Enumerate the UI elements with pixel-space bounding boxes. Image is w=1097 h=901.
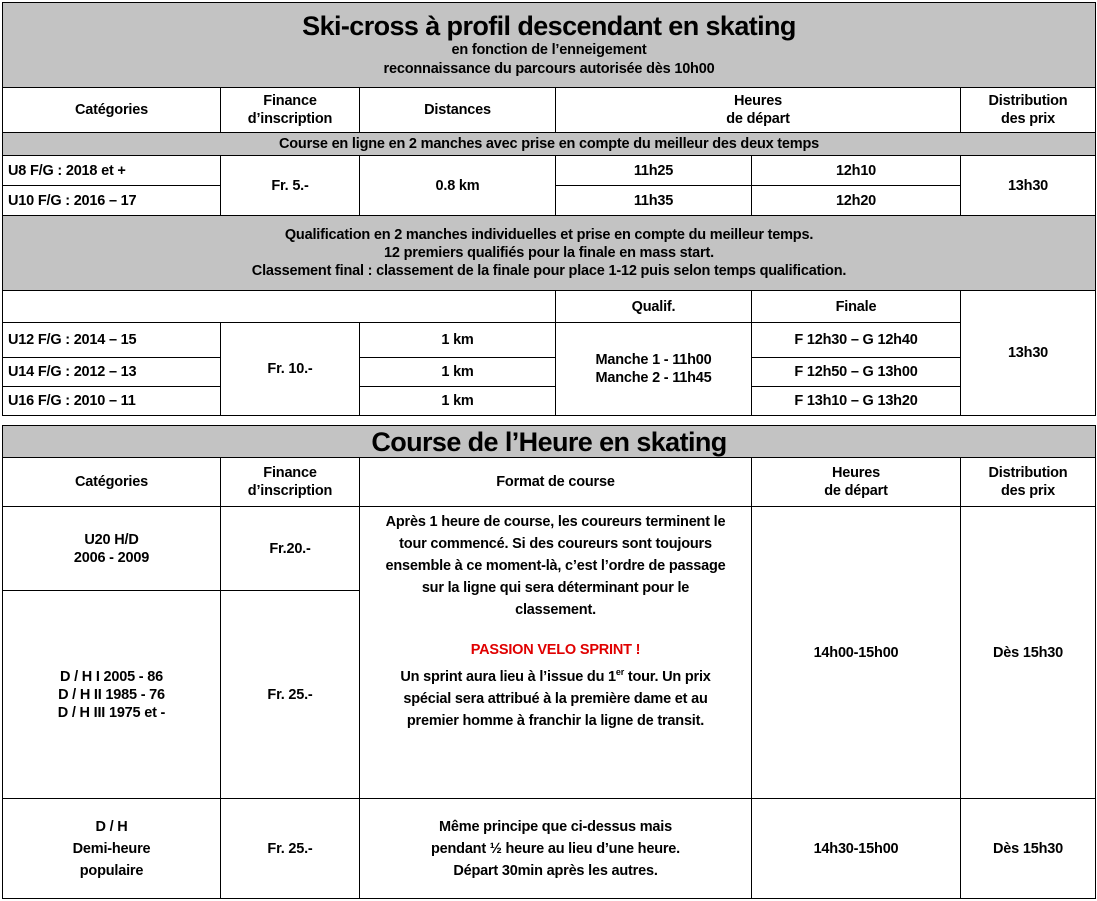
skicross-subtitle-2: reconnaissance du parcours autorisée dès…	[383, 61, 715, 77]
category-name: U16 F/G :	[8, 393, 70, 409]
prize-time: Dès 15h30	[960, 506, 1096, 799]
category-years: 2012 – 13	[69, 364, 137, 380]
fee-u20: Fr.20.-	[220, 506, 360, 591]
skicross-table: Ski-cross à profil descendant en skating…	[2, 2, 1096, 416]
distance: 1 km	[359, 322, 556, 358]
header-distribution: Distribution des prix	[960, 457, 1096, 507]
category-name: U8 F/G :	[8, 162, 62, 179]
category-years: 2014 – 15	[69, 332, 137, 348]
start-time: 14h00-15h00	[751, 506, 961, 799]
format-paragraph: Après 1 heure de course, les coureurs te…	[385, 514, 726, 618]
finale-time: F 13h10 – G 13h20	[751, 386, 961, 416]
header-finance-line2: d’inscription	[247, 111, 333, 127]
distance-group1: 0.8 km	[359, 155, 556, 216]
start-time-1: 11h25	[555, 155, 752, 186]
section-2-description: Qualification en 2 manches individuelles…	[2, 215, 1096, 291]
category-name: D / H I	[60, 668, 100, 685]
header-finance-line1: Finance	[263, 465, 317, 481]
prize-time-group1: 13h30	[960, 155, 1096, 216]
category-name: U10 F/G :	[8, 192, 70, 209]
category-years: 2005 - 86	[99, 668, 164, 685]
header-distribution-line1: Distribution	[988, 465, 1068, 481]
category-u20: U20 H/D 2006 - 2009	[2, 506, 221, 591]
header-finance: Finance d’inscription	[220, 457, 360, 507]
prize-time-group2: 13h30	[960, 290, 1096, 416]
sprint-text-a: Un sprint aura lieu à l’issue du 1	[400, 668, 616, 685]
heure-title: Course de l’Heure en skating	[2, 425, 1096, 458]
header-finance-line1: Finance	[263, 93, 317, 109]
manche-1: Manche 1 - 11h00	[595, 352, 712, 368]
category-years: 2018 et +	[62, 162, 126, 179]
category-name: U20 H/D	[84, 531, 139, 548]
finale-header: Finale	[751, 290, 961, 323]
finale-time: F 12h30 – G 12h40	[751, 322, 961, 358]
skicross-title-cell: Ski-cross à profil descendant en skating…	[2, 2, 1096, 88]
category-years: 2010 – 11	[69, 393, 136, 409]
skicross-subtitle-1: en fonction de l’enneigement	[451, 42, 647, 58]
category-name-3: populaire	[79, 862, 144, 879]
category-u8: U8 F/G : 2018 et +	[2, 155, 221, 186]
section-1-description: Course en ligne en 2 manches avec prise …	[2, 132, 1096, 156]
header-heures-line1: Heures	[734, 93, 782, 109]
fee-group2: Fr. 10.-	[220, 322, 360, 416]
section-2-line2: 12 premiers qualifiés pour la finale en …	[384, 245, 714, 261]
category-demi-heure: D / H Demi-heure populaire	[2, 798, 221, 899]
category-dh: D / H I 2005 - 86 D / H II 1985 - 76 D /…	[2, 590, 221, 799]
category-name: D / H	[95, 818, 128, 835]
category-years: 1975 et -	[105, 704, 166, 721]
distance: 1 km	[359, 386, 556, 416]
header-categories: Catégories	[2, 457, 221, 507]
header-heures: Heures de départ	[751, 457, 961, 507]
header-distribution-line2: des prix	[1000, 111, 1055, 127]
sprint-title: PASSION VELO SPRINT !	[470, 642, 641, 658]
sprint-text-b: tour. Un prix spécial sera attribué à la…	[403, 668, 711, 729]
category-name: D / H III	[57, 704, 106, 721]
category-years: 2006 - 2009	[73, 549, 150, 566]
start-time-demi: 14h30-15h00	[751, 798, 961, 899]
category-years: 1985 - 76	[101, 686, 165, 703]
header-heures: Heures de départ	[555, 87, 961, 133]
distance: 1 km	[359, 357, 556, 387]
start-time-2: 12h20	[751, 185, 961, 216]
category-u10: U10 F/G : 2016 – 17	[2, 185, 221, 216]
category-name: U12 F/G :	[8, 332, 70, 348]
category-name: D / H II	[58, 686, 102, 703]
category-u16: U16 F/G : 2010 – 11	[2, 386, 221, 416]
header-format: Format de course	[359, 457, 752, 507]
section-2-line1: Qualification en 2 manches individuelles…	[284, 227, 814, 243]
category-name: U14 F/G :	[8, 364, 70, 380]
manche-2: Manche 2 - 11h45	[595, 370, 712, 386]
header-heures-line1: Heures	[832, 465, 880, 481]
header-heures-line2: de départ	[824, 483, 888, 499]
header-finance-line2: d’inscription	[247, 483, 333, 499]
header-distances: Distances	[359, 87, 556, 133]
skicross-title: Ski-cross à profil descendant en skating	[302, 11, 796, 41]
header-categories: Catégories	[2, 87, 221, 133]
finale-time: F 12h50 – G 13h00	[751, 357, 961, 387]
header-heures-line2: de départ	[726, 111, 790, 127]
category-u14: U14 F/G : 2012 – 13	[2, 357, 221, 387]
category-u12: U12 F/G : 2014 – 15	[2, 322, 221, 358]
format-description: Après 1 heure de course, les coureurs te…	[359, 506, 752, 799]
fee-dh: Fr. 25.-	[220, 590, 360, 799]
sprint-sup: er	[615, 667, 625, 677]
qualif-times: Manche 1 - 11h00 Manche 2 - 11h45	[555, 322, 752, 416]
format-demi: Même principe que ci-dessus mais pendant…	[359, 798, 752, 899]
qualif-header: Qualif.	[555, 290, 752, 323]
prize-time-demi: Dès 15h30	[960, 798, 1096, 899]
course-heure-table: Course de l’Heure en skating Catégories …	[2, 425, 1096, 899]
sprint-paragraph: Un sprint aura lieu à l’issue du 1er tou…	[380, 661, 731, 732]
header-distribution-line2: des prix	[1000, 483, 1055, 499]
fee-group1: Fr. 5.-	[220, 155, 360, 216]
category-years: 2016 – 17	[69, 192, 137, 209]
header-finance: Finance d’inscription	[220, 87, 360, 133]
header-distribution-line1: Distribution	[988, 93, 1068, 109]
section-2-line3: Classement final : classement de la fina…	[251, 263, 847, 279]
category-name-2: Demi-heure	[72, 840, 151, 857]
header-distribution: Distribution des prix	[960, 87, 1096, 133]
fee-demi: Fr. 25.-	[220, 798, 360, 899]
empty-cell	[2, 290, 556, 323]
start-time-2: 12h10	[751, 155, 961, 186]
start-time-1: 11h35	[555, 185, 752, 216]
